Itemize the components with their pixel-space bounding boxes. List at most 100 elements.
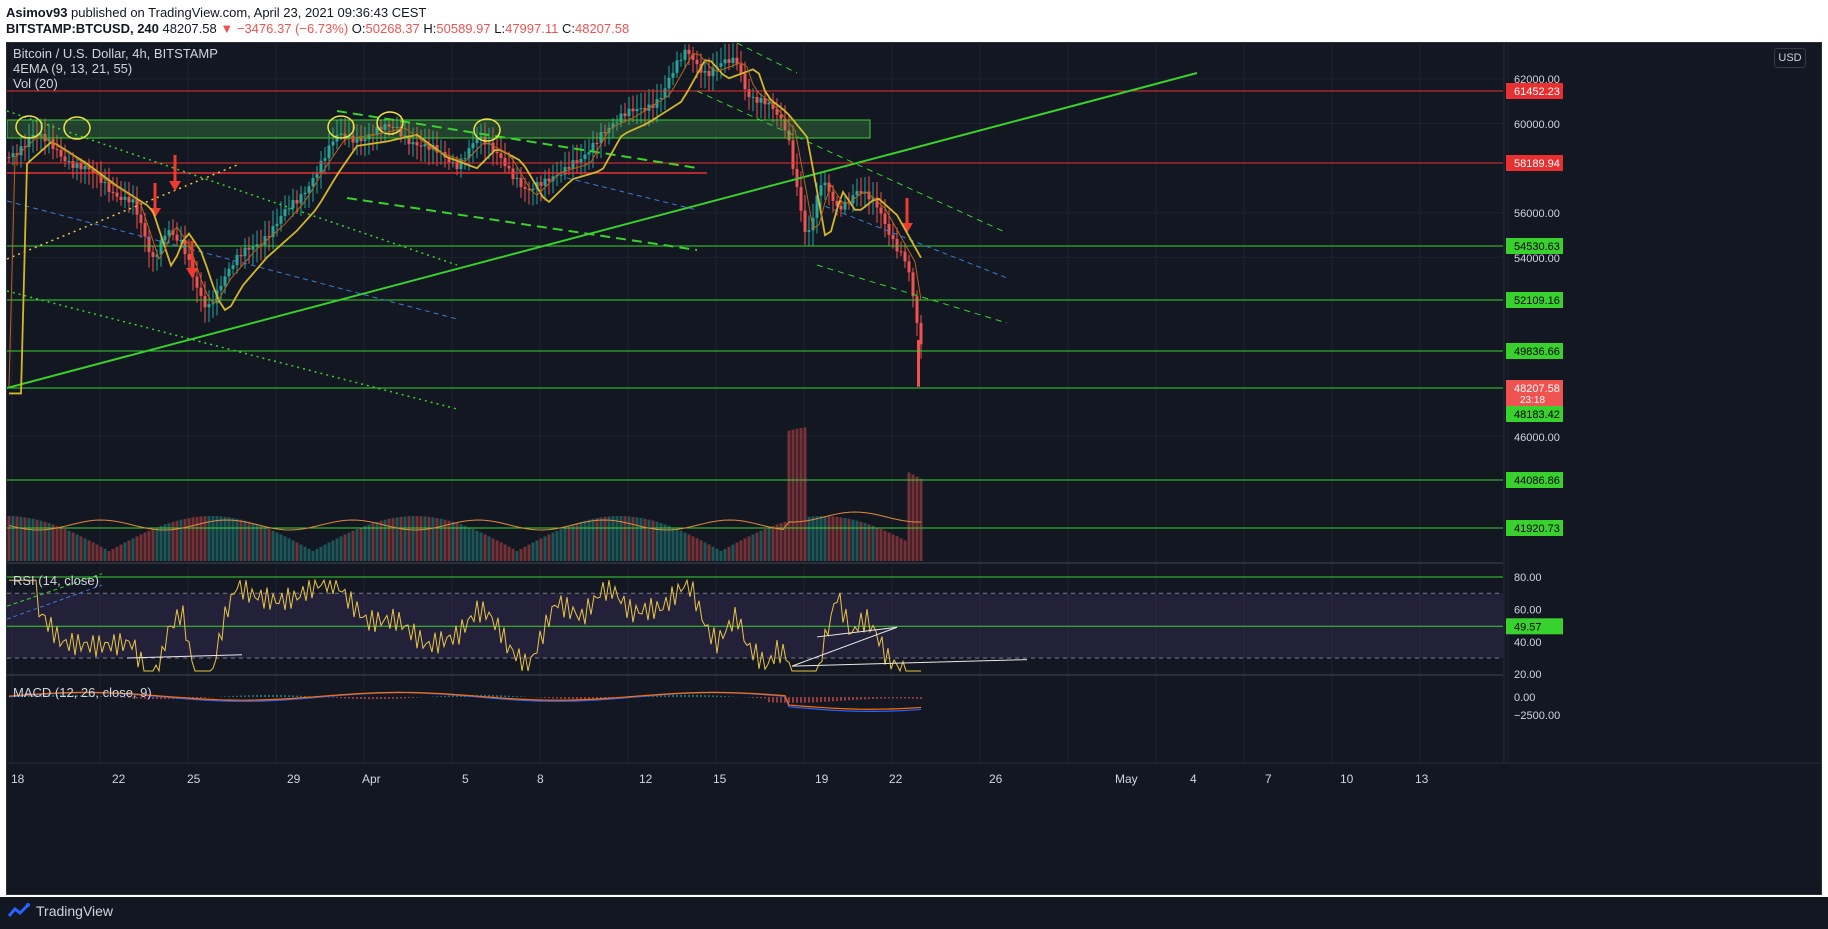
macd-histogram-bar xyxy=(812,697,814,703)
volume-bar xyxy=(667,525,671,561)
candle-body xyxy=(543,178,547,186)
macd-histogram-bar xyxy=(892,697,894,699)
macd-histogram-bar xyxy=(336,697,338,698)
author-name[interactable]: Asimov93 xyxy=(6,5,68,20)
macd-histogram-bar xyxy=(592,697,594,700)
volume-bar xyxy=(807,516,811,561)
macd-histogram-bar xyxy=(52,694,54,697)
candle-body xyxy=(103,182,107,184)
volume-bar xyxy=(615,516,619,561)
price-tick: 56000.00 xyxy=(1514,208,1560,220)
candle-body xyxy=(719,63,723,67)
rsi-current-label: 49.57 xyxy=(1514,621,1542,633)
volume-bar xyxy=(551,532,555,561)
macd-histogram-bar xyxy=(896,697,898,699)
volume-bar xyxy=(595,518,599,561)
macd-histogram-bar xyxy=(276,694,278,697)
candle-body xyxy=(243,247,247,257)
macd-histogram-bar xyxy=(156,697,158,700)
macd-histogram-bar xyxy=(856,697,858,700)
candle-body xyxy=(843,201,847,210)
time-tick: 7 xyxy=(1265,772,1272,786)
volume-bar xyxy=(211,516,215,561)
candle-body xyxy=(455,161,459,169)
candle-body xyxy=(503,158,507,167)
volume-bar xyxy=(267,529,271,561)
candle-body xyxy=(771,102,775,109)
currency-button[interactable]: USD xyxy=(1774,48,1806,68)
macd-histogram-bar xyxy=(860,697,862,700)
volume-bar xyxy=(751,534,755,561)
candle-body xyxy=(911,272,915,297)
volume-bar xyxy=(351,530,355,561)
candle-body xyxy=(611,123,615,128)
rsi-tick: 80.00 xyxy=(1514,572,1542,584)
macd-histogram-bar xyxy=(60,694,62,697)
candle-body xyxy=(139,214,143,224)
channel-line-green xyxy=(346,197,698,251)
price-tick: 54000.00 xyxy=(1514,253,1560,265)
volume-bar xyxy=(783,521,787,561)
volume-bar xyxy=(671,527,675,561)
macd-histogram-bar xyxy=(504,695,506,697)
volume-bar xyxy=(63,529,67,561)
candle-body xyxy=(787,130,791,141)
macd-tick: −2500.00 xyxy=(1514,710,1560,722)
time-tick: 19 xyxy=(815,772,829,786)
macd-histogram-bar xyxy=(160,697,162,700)
volume-bar xyxy=(767,527,771,561)
volume-bar xyxy=(447,520,451,561)
candle-body xyxy=(615,122,619,124)
macd-histogram-bar xyxy=(796,697,798,703)
candle-body xyxy=(199,287,203,297)
volume-bar xyxy=(399,516,403,561)
volume-bar xyxy=(283,536,287,561)
macd-histogram-bar xyxy=(168,697,170,700)
macd-histogram-bar xyxy=(780,697,782,703)
volume-bar xyxy=(887,532,891,561)
volume-bar xyxy=(851,519,855,561)
volume-bar xyxy=(103,548,107,561)
rsi-current-label-bg xyxy=(1506,618,1563,635)
channel-line-blue xyxy=(566,177,698,211)
price-label-red-bg xyxy=(1506,155,1563,171)
candle-body xyxy=(467,148,471,159)
candle-body xyxy=(883,213,887,224)
volume-bar xyxy=(727,546,731,561)
macd-histogram-bar xyxy=(588,697,590,700)
volume-bar xyxy=(695,538,699,561)
price-label-green: 41920.73 xyxy=(1514,523,1560,535)
macd-histogram-bar xyxy=(440,696,442,697)
volume-bar xyxy=(7,516,11,561)
candle-body xyxy=(383,124,387,130)
candle-body xyxy=(395,126,399,128)
trend-line xyxy=(7,72,1198,389)
candle-body xyxy=(459,158,463,169)
volume-bar xyxy=(663,524,667,561)
volume-bar xyxy=(183,518,187,561)
volume-bar xyxy=(527,544,531,561)
candle-body xyxy=(39,134,43,136)
candle-body xyxy=(247,247,251,250)
volume-bar xyxy=(459,524,463,561)
ema-fast-line xyxy=(8,53,922,387)
channel-line-green xyxy=(336,110,698,169)
price-label-green-bg xyxy=(1506,520,1563,536)
volume-bar xyxy=(15,516,19,561)
macd-histogram-bar xyxy=(708,695,710,697)
candle-body xyxy=(763,98,767,105)
volume-bar xyxy=(79,536,83,561)
macd-histogram-bar xyxy=(748,697,750,698)
volume-bar xyxy=(739,540,743,561)
macd-histogram-bar xyxy=(792,697,794,703)
candle-body xyxy=(379,126,383,130)
tradingview-brand[interactable]: TradingView xyxy=(8,903,113,919)
candle-body xyxy=(879,207,883,214)
main-legend: Bitcoin / U.S. Dollar, 4h, BITSTAMP xyxy=(13,46,218,61)
volume-bar xyxy=(503,544,507,561)
price-chart-canvas[interactable]: 62000.0060000.0056000.0054000.0046000.00… xyxy=(7,43,1821,894)
candle-body xyxy=(831,191,835,201)
volume-bar xyxy=(683,532,687,561)
chart-area[interactable]: 62000.00 60000.00 56000.00 54000.00 46000.00… xyxy=(6,42,1822,895)
volume-bar xyxy=(579,521,583,561)
